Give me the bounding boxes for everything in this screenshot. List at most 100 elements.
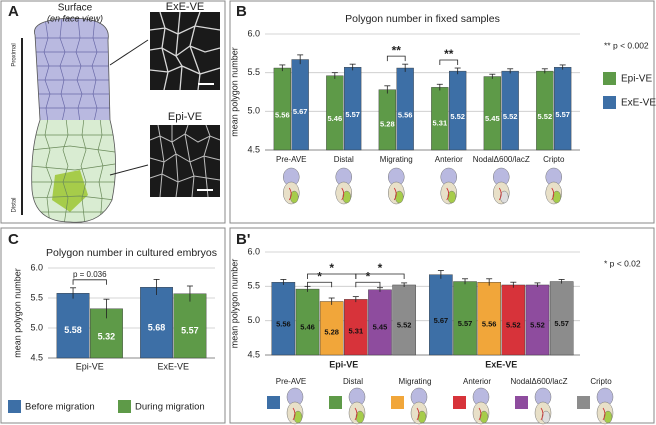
panel-label: B: [236, 3, 247, 20]
legend-swatch: [603, 96, 616, 109]
embryo-icon: [446, 187, 450, 201]
embryo-icon: [551, 187, 555, 201]
value-label: 5.28: [380, 120, 395, 129]
y-tick-label: 5.5: [247, 67, 260, 77]
embryo-icon: [479, 410, 489, 424]
panel-frame: [229, 227, 655, 424]
value-label: 5.57: [458, 319, 473, 328]
significance-label: *: [366, 269, 371, 283]
value-label: 5.46: [328, 114, 343, 123]
legend-swatch: [267, 396, 280, 409]
y-tick-label: 5.0: [247, 106, 260, 116]
panel-label: C: [8, 231, 19, 248]
embryo-icon: [290, 190, 299, 204]
y-tick-label: 6.0: [247, 28, 260, 38]
bar: [140, 287, 173, 359]
bar: [173, 293, 207, 359]
value-label: 5.28: [324, 327, 339, 336]
value-label: 5.52: [530, 321, 545, 330]
value-label: 5.67: [434, 316, 449, 325]
legend-swatch: [8, 400, 21, 413]
x-tick-label: Epi-VE: [76, 361, 104, 371]
image-label: ExE-VE: [166, 1, 205, 13]
legend-swatch: [515, 396, 528, 409]
value-label: 5.56: [276, 319, 291, 328]
legend-label: Distal: [343, 377, 363, 386]
bar: [449, 70, 467, 151]
legend-swatch: [453, 396, 466, 409]
embryo-icon: [417, 410, 427, 424]
embryo-icon: [552, 190, 561, 204]
x-tick-label: NodalΔ600/lacZ: [473, 155, 530, 164]
x-tick-label: Cripto: [543, 155, 565, 164]
embryo-icon: [416, 407, 420, 421]
value-label: 5.45: [373, 323, 388, 332]
y-tick-label: 4.5: [30, 352, 43, 362]
value-label: 5.56: [482, 319, 497, 328]
x-tick-label: Pre-AVE: [276, 155, 307, 164]
legend-swatch: [391, 396, 404, 409]
bar: [396, 67, 414, 151]
significance-label: *: [378, 261, 383, 275]
embryo-icon: [603, 410, 613, 424]
embryo-icon: [355, 410, 365, 424]
embryo-icon: [354, 407, 358, 421]
embryo-icon: [393, 187, 397, 201]
chart-title: Polygon number in fixed samples: [345, 13, 500, 25]
y-tick-label: 5.5: [247, 281, 260, 291]
panel-frame: [229, 0, 655, 224]
y-tick-label: 4.5: [247, 349, 260, 359]
y-axis-title: mean polygon number: [229, 47, 239, 137]
bar: [429, 274, 453, 356]
embryo-icon: [498, 187, 502, 201]
annotation: * p < 0.02: [604, 258, 641, 268]
significance-bracket: [355, 281, 381, 288]
bar: [501, 70, 519, 151]
annotation: ** p < 0.002: [604, 40, 649, 50]
embryo-illustration: [21, 11, 221, 223]
legend-label: ExE-VE: [621, 98, 656, 109]
bar: [291, 59, 309, 151]
significance-label: **: [444, 47, 454, 61]
panel-frame: [0, 0, 226, 224]
y-tick-label: 4.5: [247, 144, 260, 154]
legend-label: Migrating: [399, 377, 432, 386]
embryo-icon: [540, 407, 544, 421]
bar: [536, 70, 554, 151]
significance-bracket: [307, 281, 333, 288]
embryo-icon: [602, 407, 606, 421]
significance-label: p = 0.036: [73, 270, 107, 279]
x-tick-label: ExE-VE: [157, 361, 189, 371]
significance-bracket: [439, 59, 459, 66]
legend-label: During migration: [135, 402, 205, 413]
value-label: 5.31: [349, 327, 364, 336]
legend-label: Before migration: [25, 402, 95, 413]
value-label: 5.45: [485, 114, 500, 123]
embryo-icon: [341, 187, 345, 201]
y-tick-label: 5.0: [247, 315, 260, 325]
axis-end-label: Distal: [12, 197, 18, 212]
y-tick-label: 6.0: [247, 246, 260, 256]
value-label: 5.52: [450, 112, 465, 121]
legend-label: Epi-VE: [621, 74, 652, 85]
x-tick-label: ExE-VE: [485, 359, 517, 369]
illustration-title: Surface: [58, 3, 93, 14]
value-label: 5.56: [398, 111, 413, 120]
y-axis-title: mean polygon number: [12, 268, 22, 358]
illustration-subtitle: (en face view): [47, 13, 103, 23]
significance-bracket: [386, 55, 406, 62]
x-tick-label: Distal: [334, 155, 354, 164]
chart-title: Polygon number in cultured embryos: [46, 247, 217, 259]
embryo-icon: [395, 190, 404, 204]
significance-label: *: [317, 269, 322, 283]
legend-swatch: [329, 396, 342, 409]
significance-bracket: [72, 279, 107, 285]
value-label: 5.32: [98, 332, 116, 342]
significance-label: *: [329, 261, 334, 275]
legend-swatch: [118, 400, 131, 413]
y-tick-label: 5.5: [30, 292, 43, 302]
x-tick-label: Anterior: [435, 155, 463, 164]
legend-label: Cripto: [590, 377, 612, 386]
x-tick-label: Epi-VE: [329, 359, 358, 369]
embryo-icon: [288, 187, 292, 201]
